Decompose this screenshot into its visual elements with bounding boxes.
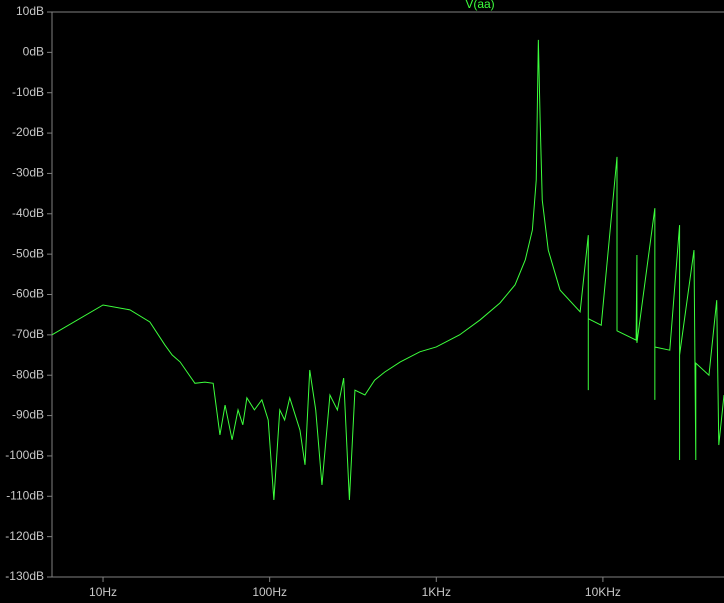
x-tick-label: 10KHz [585, 585, 621, 599]
y-tick-label: -20dB [12, 125, 44, 139]
y-tick-label: -120dB [5, 529, 44, 543]
y-tick-label: -70dB [12, 327, 44, 341]
series-line [51, 39, 724, 500]
legend-label: V(aa) [465, 0, 494, 11]
y-tick-label: -80dB [12, 367, 44, 381]
y-tick-label: 10dB [16, 4, 44, 18]
plot-frame [51, 11, 724, 578]
y-tick-label: -50dB [12, 246, 44, 260]
y-tick-label: -110dB [6, 488, 44, 502]
x-tick-label: 10Hz [89, 585, 117, 599]
x-tick-label: 1KHz [422, 585, 451, 599]
y-tick-label: 0dB [23, 45, 44, 59]
x-tick-label: 100Hz [252, 585, 287, 599]
y-tick-label: -130dB [5, 569, 44, 583]
y-tick-label: -10dB [12, 85, 44, 99]
y-tick-label: -40dB [12, 206, 44, 220]
y-tick-label: -30dB [12, 166, 44, 180]
y-tick-label: -60dB [12, 287, 44, 301]
y-tick-label: -90dB [12, 408, 44, 422]
y-tick-label: -100dB [5, 448, 44, 462]
